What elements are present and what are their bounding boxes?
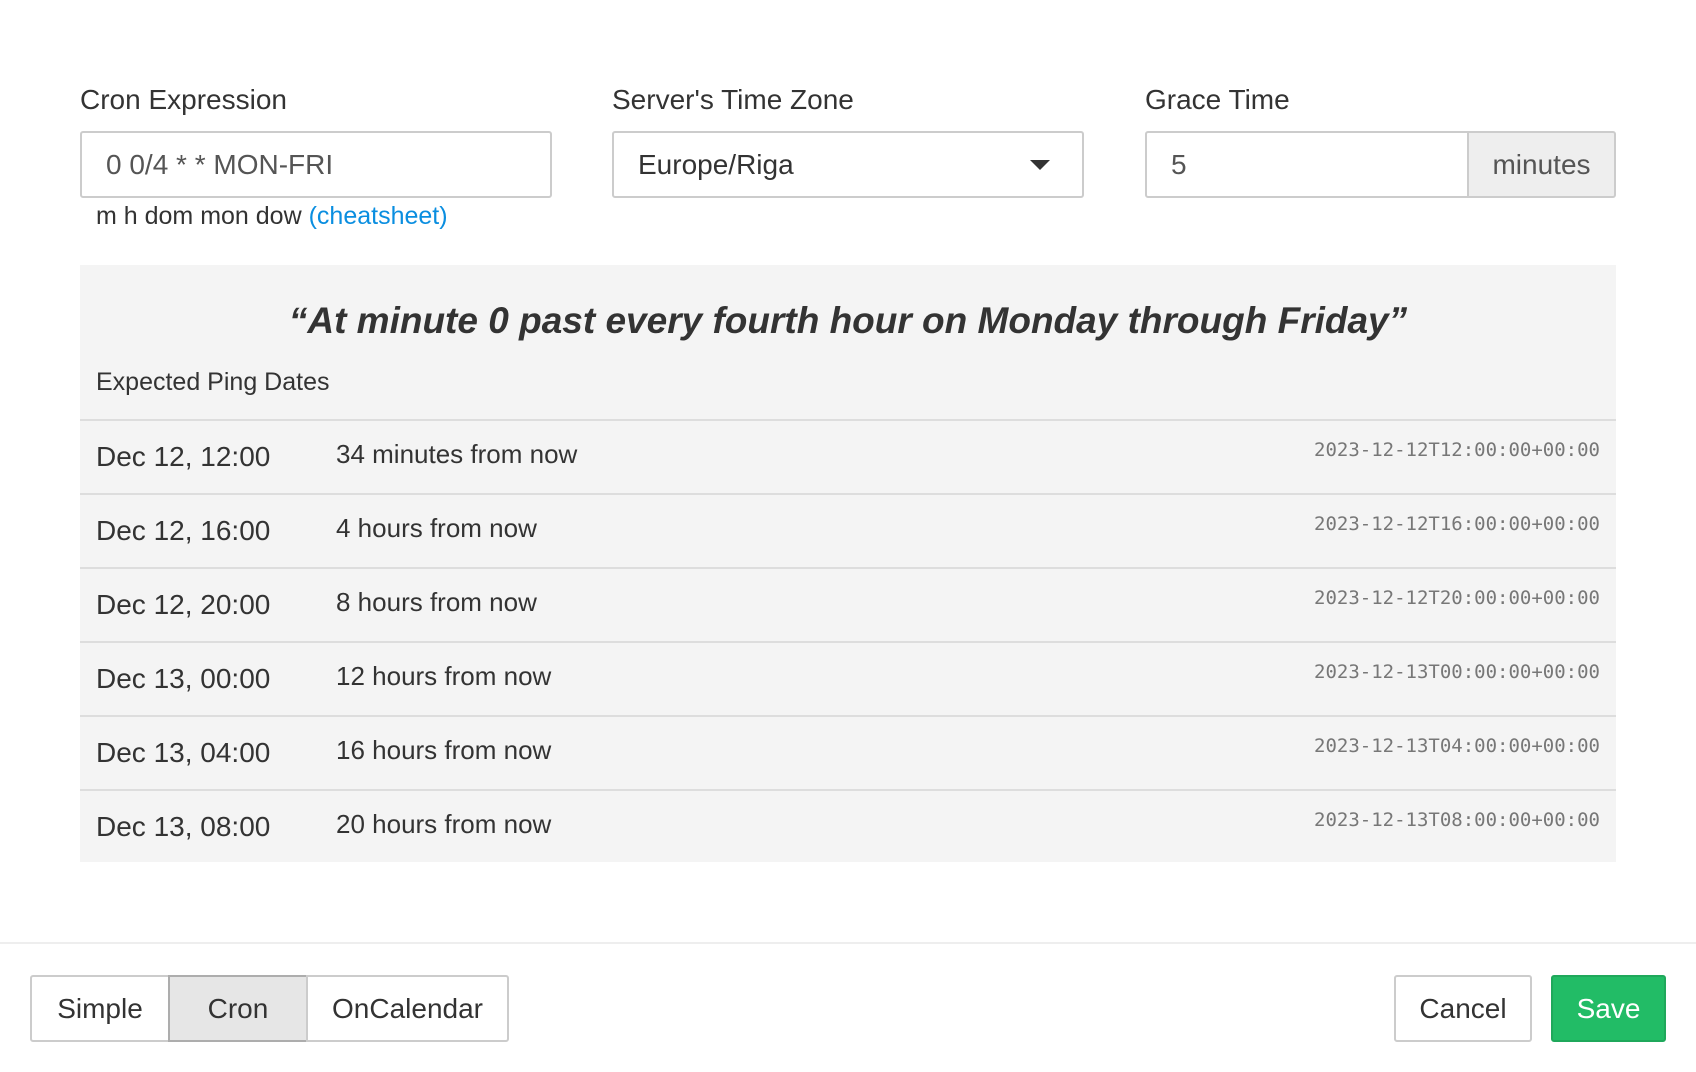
ping-date-row: Dec 12, 20:00 8 hours from now 2023-12-12T… bbox=[80, 567, 1616, 641]
cron-description: “At minute 0 past every fourth hour on M… bbox=[288, 300, 1408, 341]
timezone-value: Europe/Riga bbox=[638, 148, 794, 180]
ping-date: Dec 13, 04:00 bbox=[96, 737, 271, 768]
ping-relative-time: 20 hours from now bbox=[336, 809, 552, 839]
tab-oncalendar[interactable]: OnCalendar bbox=[306, 975, 509, 1042]
save-button[interactable]: Save bbox=[1551, 975, 1666, 1042]
timezone-select[interactable]: Europe/Riga bbox=[612, 131, 1084, 198]
grace-time-label: Grace Time bbox=[1145, 84, 1290, 115]
chevron-down-icon bbox=[1030, 160, 1050, 170]
ping-date-row: Dec 12, 12:00 34 minutes from now 2023-12-… bbox=[80, 419, 1616, 493]
grace-time-input[interactable]: 5 bbox=[1145, 131, 1469, 198]
ping-date-row: Dec 13, 08:00 20 hours from now 2023-12-13… bbox=[80, 789, 1616, 863]
cancel-button[interactable]: Cancel bbox=[1394, 975, 1532, 1042]
ping-date: Dec 12, 20:00 bbox=[96, 589, 271, 620]
expected-ping-dates-title: Expected Ping Dates bbox=[96, 368, 330, 396]
timezone-label: Server's Time Zone bbox=[612, 84, 854, 115]
ping-date-row: Dec 13, 00:00 12 hours from now 2023-12-13… bbox=[80, 641, 1616, 715]
tab-cron[interactable]: Cron bbox=[168, 975, 308, 1042]
ping-relative-time: 16 hours from now bbox=[336, 735, 552, 765]
ping-relative-time: 12 hours from now bbox=[336, 661, 552, 691]
ping-iso-time: 2023-12-13T04:00:00+00:00 bbox=[1314, 735, 1600, 757]
cron-expression-input[interactable]: 0 0/4 * * MON-FRI bbox=[80, 131, 552, 198]
ping-iso-time: 2023-12-12T12:00:00+00:00 bbox=[1314, 439, 1600, 461]
ping-date: Dec 13, 00:00 bbox=[96, 663, 271, 694]
ping-relative-time: 8 hours from now bbox=[336, 587, 537, 617]
grace-unit-addon: minutes bbox=[1467, 131, 1616, 198]
cron-hint: m h dom mon dow (cheatsheet) bbox=[96, 202, 448, 231]
ping-date: Dec 12, 16:00 bbox=[96, 515, 271, 546]
ping-date: Dec 13, 08:00 bbox=[96, 811, 271, 842]
cron-expression-label: Cron Expression bbox=[80, 84, 287, 115]
ping-date-row: Dec 13, 04:00 16 hours from now 2023-12-13… bbox=[80, 715, 1616, 789]
cron-preview-panel bbox=[80, 265, 1616, 862]
ping-iso-time: 2023-12-12T16:00:00+00:00 bbox=[1314, 513, 1600, 535]
ping-relative-time: 34 minutes from now bbox=[336, 439, 578, 469]
ping-iso-time: 2023-12-12T20:00:00+00:00 bbox=[1314, 587, 1600, 609]
ping-date-row: Dec 12, 16:00 4 hours from now 2023-12-12T… bbox=[80, 493, 1616, 567]
ping-date: Dec 12, 12:00 bbox=[96, 441, 271, 472]
cheatsheet-link[interactable]: (cheatsheet) bbox=[308, 202, 448, 230]
ping-iso-time: 2023-12-13T00:00:00+00:00 bbox=[1314, 661, 1600, 683]
cron-hint-text: m h dom mon dow bbox=[96, 202, 302, 230]
ping-relative-time: 4 hours from now bbox=[336, 513, 537, 543]
tab-simple[interactable]: Simple bbox=[30, 975, 170, 1042]
footer-divider bbox=[0, 942, 1696, 944]
ping-iso-time: 2023-12-13T08:00:00+00:00 bbox=[1314, 809, 1600, 831]
